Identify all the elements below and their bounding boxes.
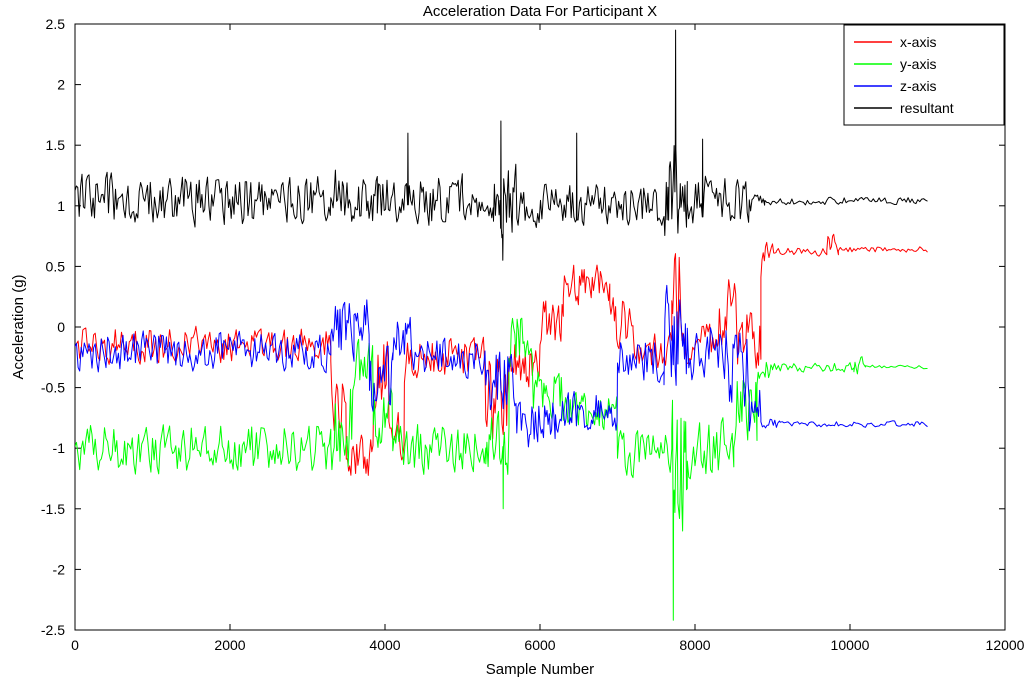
- y-tick-label: -2.5: [41, 622, 65, 638]
- x-axis-label: Sample Number: [486, 661, 594, 678]
- x-tick-label: 8000: [679, 637, 710, 653]
- legend-label: resultant: [900, 100, 954, 116]
- x-tick-label: 2000: [214, 637, 245, 653]
- x-tick-label: 4000: [369, 637, 400, 653]
- y-tick-label: -0.5: [41, 380, 65, 396]
- y-tick-label: -2: [53, 561, 66, 577]
- acceleration-chart: 0 2000 4000 6000 8000 10000 12000 -2.5 -2 -1.5 -1 -…: [0, 0, 1024, 687]
- legend-label: z-axis: [900, 78, 937, 94]
- legend-label: y-axis: [900, 56, 937, 72]
- y-axis-label: Acceleration (g): [10, 274, 27, 379]
- x-tick-label: 10000: [831, 637, 870, 653]
- y-tick-label: 1: [57, 198, 65, 214]
- chart-title: Acceleration Data For Participant X: [423, 3, 657, 20]
- y-tick-label: 2: [57, 77, 65, 93]
- legend: x-axis y-axis z-axis resultant: [844, 25, 1004, 125]
- chart-container: 0 2000 4000 6000 8000 10000 12000 -2.5 -2 -1.5 -1 -…: [0, 0, 1024, 687]
- y-tick-label: 2.5: [46, 16, 66, 32]
- y-tick-label: 0: [57, 319, 65, 335]
- x-tick-label: 6000: [524, 637, 555, 653]
- x-tick-label: 0: [71, 637, 79, 653]
- legend-label: x-axis: [900, 34, 937, 50]
- y-tick-label: -1.5: [41, 501, 65, 517]
- y-tick-label: 0.5: [46, 258, 66, 274]
- y-tick-label: -1: [53, 440, 66, 456]
- x-tick-label: 12000: [986, 637, 1024, 653]
- y-tick-label: 1.5: [46, 137, 66, 153]
